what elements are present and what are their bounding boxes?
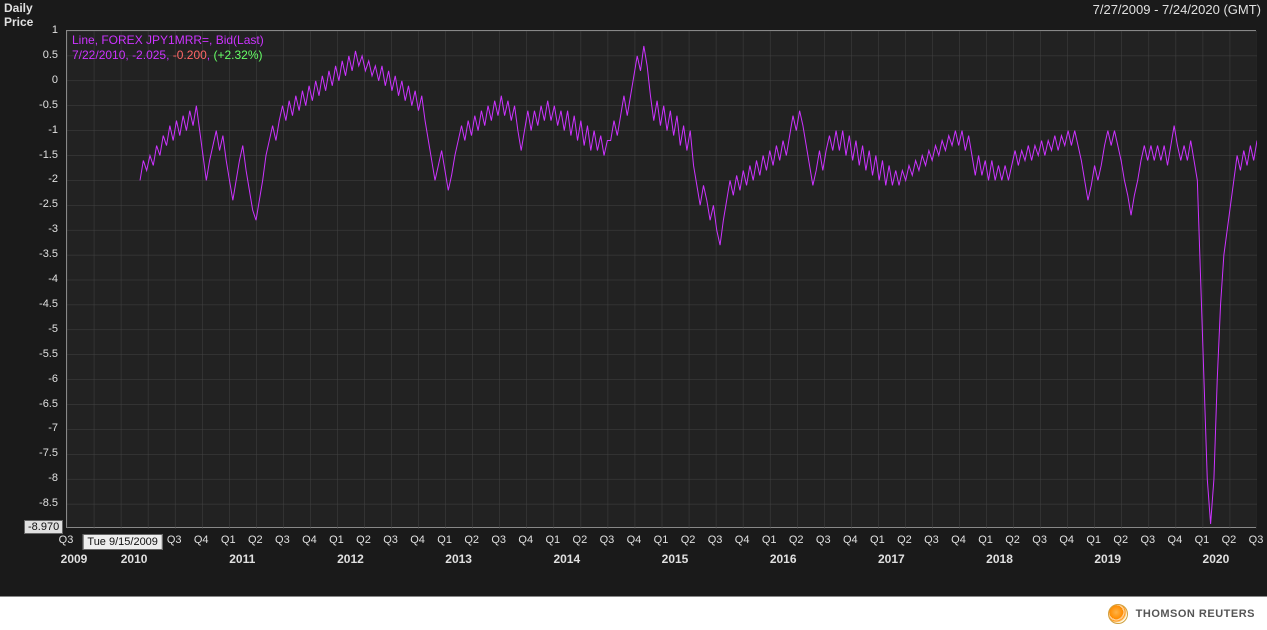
x-year-label: 2016 <box>770 552 797 566</box>
x-quarter-label: Q4 <box>1059 534 1074 546</box>
x-quarter-label: Q4 <box>843 534 858 546</box>
x-quarter-label: Q2 <box>248 534 263 546</box>
last-value-badge: -8.970 <box>24 520 63 534</box>
x-quarter-label: Q2 <box>1222 534 1237 546</box>
series-value: -2.025 <box>132 48 166 62</box>
y-tick-label: -0.5 <box>39 99 58 111</box>
x-year-label: 2014 <box>553 552 580 566</box>
x-axis: Q3 Q4 Q1 Q2 Q3 Q4 Q1 Q2 Q3 Q4 Q1 Q2 Q3 Q4 Q1 Q2 Q3 Q4 Q1 Q2… <box>66 528 1256 578</box>
x-quarter-label: Q1 <box>221 534 236 546</box>
x-quarter-label: Q1 <box>437 534 452 546</box>
series-name: Line, FOREX JPY1MRR=, Bid(Last) <box>72 33 264 47</box>
thomson-reuters-logo-icon <box>1108 604 1128 624</box>
x-quarter-label: Q4 <box>194 534 209 546</box>
y-tick-label: -3 <box>48 223 58 235</box>
x-quarter-label: Q1 <box>1195 534 1210 546</box>
x-quarter-label: Q3 <box>383 534 398 546</box>
series-point-date: 7/22/2010 <box>72 48 125 62</box>
y-tick-label: -5 <box>48 323 58 335</box>
y-tick-label: -7.5 <box>39 447 58 459</box>
y-tick-label: 0 <box>52 74 58 86</box>
series-pct-change: (+2.32%) <box>213 48 262 62</box>
x-quarter-label: Q2 <box>1005 534 1020 546</box>
x-quarter-label: Q4 <box>951 534 966 546</box>
x-quarter-label: Q3 <box>816 534 831 546</box>
x-quarter-label: Q3 <box>167 534 182 546</box>
x-quarter-label: Q3 <box>708 534 723 546</box>
x-year-label: 2017 <box>878 552 905 566</box>
x-quarter-label: Q2 <box>681 534 696 546</box>
x-quarter-label: Q4 <box>735 534 750 546</box>
x-quarter-label: Q1 <box>1086 534 1101 546</box>
x-quarter-label: Q1 <box>978 534 993 546</box>
price-line-chart[interactable] <box>66 30 1256 528</box>
x-quarter-label: Q3 <box>924 534 939 546</box>
x-quarter-label: Q3 <box>59 534 74 546</box>
y-tick-label: -5.5 <box>39 348 58 360</box>
series-change: -0.200 <box>173 48 207 62</box>
chart-title: Daily Price <box>4 2 33 30</box>
y-tick-label: -1 <box>48 124 58 136</box>
y-tick-label: -2.5 <box>39 198 58 210</box>
x-quarter-label: Q1 <box>870 534 885 546</box>
series-description: Line, FOREX JPY1MRR=, Bid(Last) 7/22/201… <box>72 33 264 63</box>
y-tick-label: -1.5 <box>39 149 58 161</box>
brand-label: THOMSON REUTERS <box>1136 608 1255 620</box>
x-year-label: 2020 <box>1203 552 1230 566</box>
chart-panel: Daily Price 7/27/2009 - 7/24/2020 (GMT) … <box>0 0 1267 596</box>
x-quarter-label: Q2 <box>573 534 588 546</box>
x-quarter-label: Q2 <box>356 534 371 546</box>
y-tick-label: -2 <box>48 173 58 185</box>
x-year-label: 2009 <box>61 552 88 566</box>
x-quarter-label: Q4 <box>518 534 533 546</box>
x-quarter-label: Q2 <box>789 534 804 546</box>
title-line-1: Daily <box>4 2 33 16</box>
y-tick-label: -8.5 <box>39 497 58 509</box>
x-quarter-label: Q3 <box>275 534 290 546</box>
x-quarter-label: Q4 <box>1168 534 1183 546</box>
x-quarter-label: Q3 <box>1032 534 1047 546</box>
y-axis: 10.50-0.5-1-1.5-2-2.5-3-3.5-4-4.5-5-5.5-… <box>0 30 62 528</box>
x-quarter-label: Q3 <box>1249 534 1264 546</box>
x-year-label: 2010 <box>121 552 148 566</box>
x-year-label: 2011 <box>229 552 255 566</box>
x-quarter-label: Q3 <box>600 534 615 546</box>
y-tick-label: 1 <box>52 24 58 36</box>
x-year-label: 2012 <box>337 552 364 566</box>
x-year-label: 2019 <box>1094 552 1121 566</box>
x-quarter-label: Q4 <box>627 534 642 546</box>
x-quarter-label: Q1 <box>329 534 344 546</box>
y-tick-label: -6.5 <box>39 398 58 410</box>
x-quarter-label: Q2 <box>464 534 479 546</box>
x-quarter-label: Q2 <box>1113 534 1128 546</box>
x-quarter-label: Q3 <box>491 534 506 546</box>
title-line-2: Price <box>4 16 33 30</box>
y-tick-label: -7 <box>48 422 58 434</box>
x-year-label: 2018 <box>986 552 1013 566</box>
date-range-label: 7/27/2009 - 7/24/2020 (GMT) <box>1093 2 1261 17</box>
x-quarter-label: Q2 <box>897 534 912 546</box>
y-tick-label: -4 <box>48 273 58 285</box>
crosshair-tooltip: Tue 9/15/2009 <box>82 534 163 550</box>
y-tick-label: -4.5 <box>39 298 58 310</box>
x-quarter-label: Q3 <box>1140 534 1155 546</box>
y-tick-label: 0.5 <box>43 49 58 61</box>
y-tick-label: -6 <box>48 373 58 385</box>
x-quarter-label: Q4 <box>302 534 317 546</box>
x-year-label: 2015 <box>662 552 689 566</box>
footer-bar: THOMSON REUTERS <box>0 596 1267 630</box>
y-tick-label: -3.5 <box>39 248 58 260</box>
x-quarter-label: Q4 <box>410 534 425 546</box>
x-quarter-label: Q1 <box>762 534 777 546</box>
x-quarter-label: Q1 <box>654 534 669 546</box>
x-year-label: 2013 <box>445 552 472 566</box>
x-quarter-label: Q1 <box>545 534 560 546</box>
y-tick-label: -8 <box>48 472 58 484</box>
